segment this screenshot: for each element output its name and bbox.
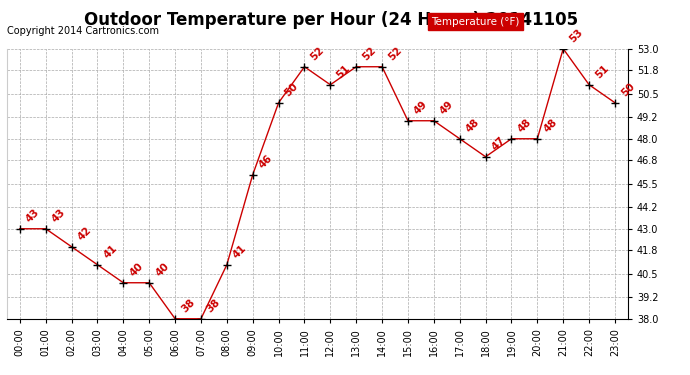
- Point: [584, 82, 595, 88]
- Point: [532, 136, 543, 142]
- Text: 41: 41: [231, 243, 248, 261]
- Point: [40, 226, 51, 232]
- Text: 51: 51: [593, 63, 611, 81]
- Text: 40: 40: [153, 261, 171, 279]
- Point: [480, 154, 491, 160]
- Text: 47: 47: [490, 135, 507, 153]
- Point: [299, 64, 310, 70]
- Point: [221, 262, 233, 268]
- Text: Temperature (°F): Temperature (°F): [431, 17, 520, 27]
- Point: [144, 280, 155, 286]
- Text: 38: 38: [179, 297, 197, 315]
- Point: [66, 244, 77, 250]
- Text: 49: 49: [438, 99, 455, 117]
- Point: [428, 118, 440, 124]
- Text: 48: 48: [515, 117, 533, 135]
- Point: [325, 82, 336, 88]
- Text: 53: 53: [567, 27, 584, 45]
- Point: [118, 280, 129, 286]
- Text: 42: 42: [76, 225, 93, 243]
- Text: 48: 48: [542, 117, 559, 135]
- Point: [195, 316, 206, 322]
- Point: [92, 262, 103, 268]
- Point: [247, 172, 258, 178]
- Text: 40: 40: [128, 261, 145, 279]
- Point: [558, 46, 569, 52]
- Text: 52: 52: [386, 45, 404, 63]
- Point: [377, 64, 388, 70]
- Text: Copyright 2014 Cartronics.com: Copyright 2014 Cartronics.com: [7, 26, 159, 36]
- Text: 52: 52: [360, 45, 377, 63]
- Text: 50: 50: [619, 81, 636, 99]
- Text: 52: 52: [308, 45, 326, 63]
- Point: [454, 136, 465, 142]
- Point: [506, 136, 517, 142]
- Text: 51: 51: [335, 63, 352, 81]
- Point: [14, 226, 26, 232]
- Text: 46: 46: [257, 153, 275, 171]
- Point: [273, 100, 284, 106]
- Text: 38: 38: [205, 297, 222, 315]
- Point: [609, 100, 620, 106]
- Text: 50: 50: [283, 81, 300, 99]
- Point: [402, 118, 413, 124]
- Text: 49: 49: [412, 99, 429, 117]
- Text: 48: 48: [464, 117, 482, 135]
- Point: [170, 316, 181, 322]
- Text: 43: 43: [50, 207, 68, 225]
- Text: 43: 43: [24, 207, 41, 225]
- Text: Outdoor Temperature per Hour (24 Hours) 20141105: Outdoor Temperature per Hour (24 Hours) …: [84, 11, 578, 29]
- Text: 41: 41: [101, 243, 119, 261]
- Point: [351, 64, 362, 70]
